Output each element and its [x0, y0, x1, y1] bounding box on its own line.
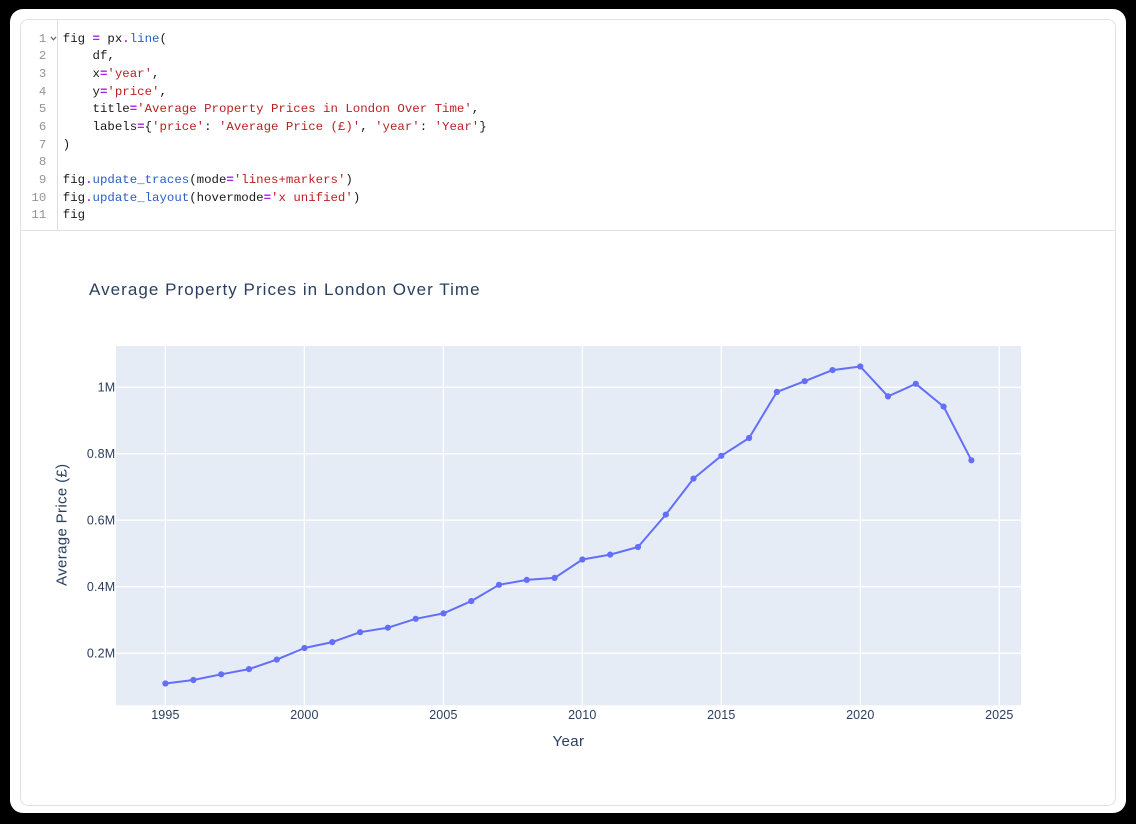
svg-text:2000: 2000: [290, 708, 318, 722]
svg-text:Year: Year: [553, 733, 585, 750]
svg-text:Average Price (£): Average Price (£): [54, 464, 71, 586]
svg-text:0.2M: 0.2M: [87, 647, 115, 661]
svg-text:Average Property Prices in Lon: Average Property Prices in London Over T…: [89, 280, 481, 299]
svg-text:0.4M: 0.4M: [87, 580, 115, 594]
svg-text:1995: 1995: [151, 708, 179, 722]
svg-text:2010: 2010: [568, 708, 596, 722]
svg-text:2025: 2025: [985, 708, 1013, 722]
svg-text:2020: 2020: [846, 708, 874, 722]
svg-text:0.8M: 0.8M: [87, 447, 115, 461]
svg-text:0.6M: 0.6M: [87, 514, 115, 528]
svg-text:2005: 2005: [429, 708, 457, 722]
svg-text:1M: 1M: [98, 381, 116, 395]
svg-text:2015: 2015: [707, 708, 735, 722]
